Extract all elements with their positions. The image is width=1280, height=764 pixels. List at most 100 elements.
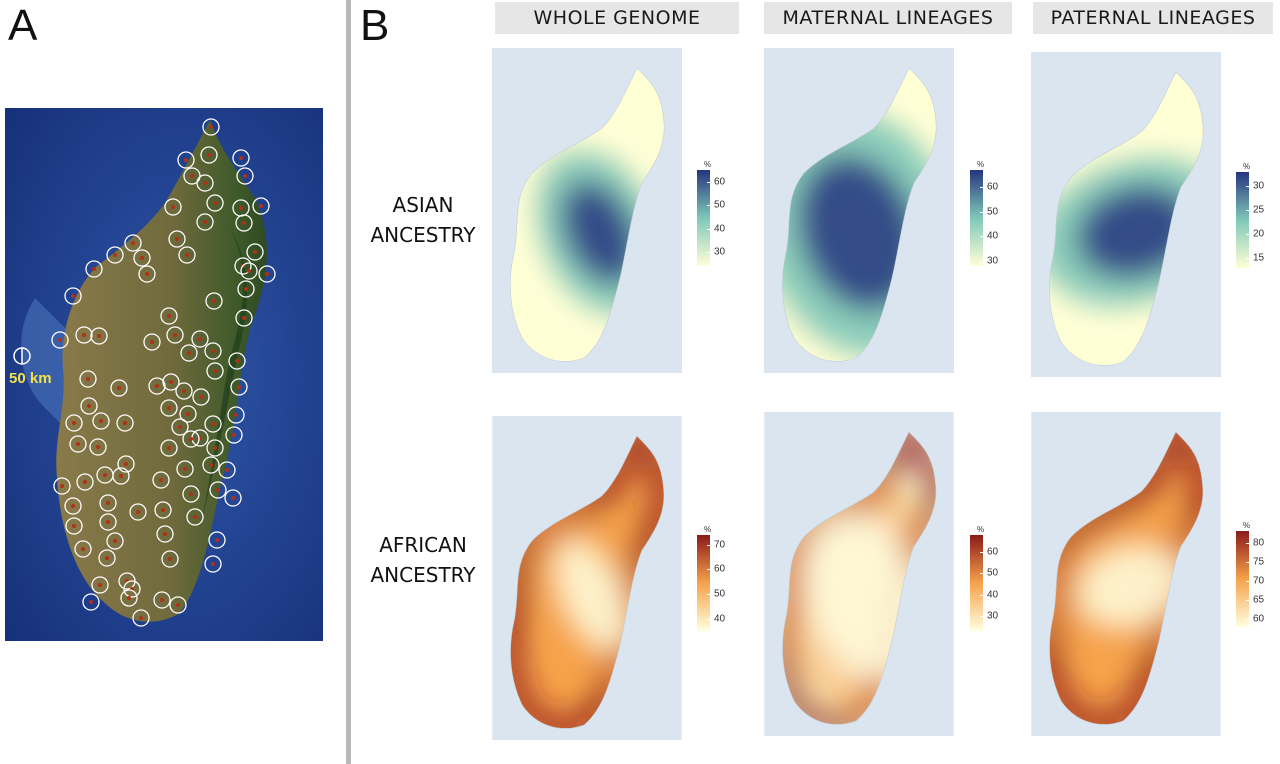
- sample-site-dot: [89, 600, 93, 604]
- sample-site-dot: [212, 299, 216, 303]
- sample-site-circle: [75, 326, 93, 344]
- sample-site-circle: [124, 234, 142, 252]
- sample-site-circle: [80, 397, 98, 415]
- legend-tick-label: 40: [987, 230, 999, 242]
- legend-tick-label: 60: [714, 563, 726, 575]
- sample-site-dot: [185, 253, 189, 257]
- sample-site-dot: [203, 220, 207, 224]
- sample-site-circle: [160, 307, 178, 325]
- sample-site-circle: [200, 146, 218, 164]
- ancestry-map-svg: [492, 48, 682, 373]
- legend-unit: %: [1243, 162, 1251, 171]
- sample-site-dot: [213, 446, 217, 450]
- sample-site-dot: [127, 596, 131, 600]
- sample-site-circle: [235, 309, 253, 327]
- sample-site-circle: [154, 501, 172, 519]
- sample-site-circle: [232, 149, 250, 167]
- sample-site-dot: [163, 532, 167, 536]
- sample-site-circle: [206, 362, 224, 380]
- legend-tick-label: 40: [714, 613, 726, 625]
- sample-site-dot: [211, 562, 215, 566]
- ancestry-map-svg: [1031, 412, 1221, 736]
- sample-site-circle: [202, 118, 220, 136]
- legend-tick-label: 30: [987, 255, 999, 267]
- sample-site-dot: [82, 333, 86, 337]
- legend-tick-mark: [1246, 600, 1249, 602]
- sample-site-circle: [112, 467, 130, 485]
- sample-site-dot: [124, 462, 128, 466]
- sample-site-circle: [258, 265, 276, 283]
- legend-tick-mark: [707, 228, 710, 230]
- sample-site-dot: [207, 153, 211, 157]
- legend-tick-label: 50: [987, 567, 999, 579]
- sample-site-dot: [184, 158, 188, 162]
- ancestry-map-asian-paternal: [1031, 52, 1221, 377]
- sample-site-dot: [171, 205, 175, 209]
- sample-site-dot: [60, 484, 64, 488]
- sample-site-dot: [187, 351, 191, 355]
- legend-tick-mark: [1246, 186, 1249, 188]
- sample-site-circle: [51, 331, 69, 349]
- sample-site-circle: [90, 327, 108, 345]
- sample-site-circle: [237, 280, 255, 298]
- sample-site-dot: [242, 316, 246, 320]
- legend-color-bar: [1236, 172, 1249, 268]
- legend-tick-mark: [980, 616, 983, 618]
- sample-site-dot: [72, 524, 76, 528]
- sample-site-dot: [213, 369, 217, 373]
- row-label-asian-line1: ASIAN: [392, 193, 454, 217]
- ancestry-map-african-whole-genome: [492, 416, 682, 740]
- ancestry-map-african-paternal: [1031, 412, 1221, 736]
- sample-site-circle: [143, 333, 161, 351]
- sample-site-circle: [79, 370, 97, 388]
- scale-label: 50 km: [9, 370, 52, 387]
- sample-site-dot: [253, 250, 257, 254]
- sample-site-circle: [132, 609, 150, 627]
- sample-site-dot: [259, 204, 263, 208]
- ancestry-map-svg: [764, 412, 954, 736]
- sample-site-dot: [235, 359, 239, 363]
- column-header-whole-genome: WHOLE GENOME: [495, 2, 739, 34]
- legend-tick-mark: [707, 544, 710, 546]
- sample-site-circle: [65, 414, 83, 432]
- sample-site-circle: [148, 377, 166, 395]
- sample-site-dot: [105, 556, 109, 560]
- sample-site-circle: [117, 455, 135, 473]
- sample-site-dot: [232, 433, 236, 437]
- sample-site-dot: [244, 287, 248, 291]
- sample-site-dot: [265, 272, 269, 276]
- sample-site-circle: [162, 373, 180, 391]
- legend-tick-mark: [707, 569, 710, 571]
- legend-tick-label: 60: [987, 546, 999, 558]
- legend-tick-mark: [980, 236, 983, 238]
- legend-tick-label: 15: [1253, 252, 1265, 264]
- sample-site-dot: [161, 508, 165, 512]
- panel-b-letter: B: [360, 1, 390, 50]
- sample-site-circle: [208, 531, 226, 549]
- sample-site-dot: [215, 538, 219, 542]
- color-legend: % 30 25 20 15: [1236, 162, 1280, 302]
- sample-site-dot: [225, 468, 229, 472]
- sample-site-circle: [179, 405, 197, 423]
- sample-site-dot: [58, 338, 62, 342]
- sample-site-circle: [129, 503, 147, 521]
- legend-tick-label: 30: [1253, 180, 1265, 192]
- sample-site-circle: [82, 593, 100, 611]
- color-legend: % 80 75 70 65 60: [1236, 521, 1280, 661]
- sample-site-circle: [202, 456, 220, 474]
- sample-site-circle: [246, 243, 264, 261]
- sample-site-circle: [230, 378, 248, 396]
- sample-site-circle: [69, 435, 87, 453]
- sample-site-dot: [243, 174, 247, 178]
- sample-site-dot: [168, 557, 172, 561]
- legend-tick-mark: [980, 187, 983, 189]
- sample-site-dot: [239, 206, 243, 210]
- sample-sites: [51, 118, 276, 627]
- sample-site-dot: [86, 377, 90, 381]
- sample-site-circle: [183, 167, 201, 185]
- color-legend: % 60 50 40 30: [970, 525, 1030, 665]
- legend-color-bar: [1236, 531, 1249, 627]
- row-label-asian: ASIAN ANCESTRY: [358, 190, 488, 250]
- sample-site-circle: [168, 230, 186, 248]
- sample-site-dot: [190, 174, 194, 178]
